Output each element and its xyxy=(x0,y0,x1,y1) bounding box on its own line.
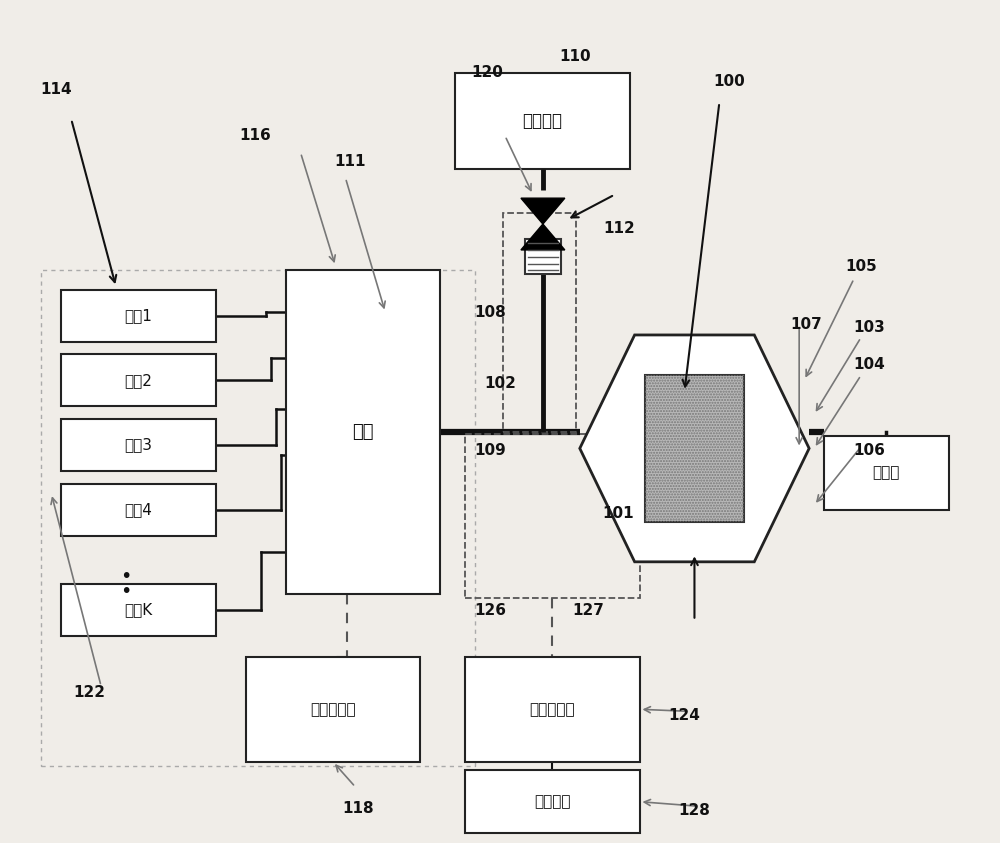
FancyBboxPatch shape xyxy=(645,375,744,522)
Text: 射流控制器: 射流控制器 xyxy=(310,701,356,717)
Text: 试剂4: 试剂4 xyxy=(125,502,152,518)
Text: 阀块: 阀块 xyxy=(352,423,374,441)
Text: 116: 116 xyxy=(240,128,272,143)
Text: 104: 104 xyxy=(853,357,885,372)
Text: 用户界面: 用户界面 xyxy=(534,794,571,809)
Text: 127: 127 xyxy=(572,603,604,618)
Text: 102: 102 xyxy=(484,376,516,391)
Text: •: • xyxy=(120,582,132,601)
Text: 118: 118 xyxy=(343,801,374,815)
Text: 108: 108 xyxy=(474,305,506,319)
Text: 124: 124 xyxy=(669,708,700,723)
Text: 105: 105 xyxy=(845,259,877,274)
Text: 阵列控制器: 阵列控制器 xyxy=(530,701,575,717)
Text: 106: 106 xyxy=(853,443,885,459)
FancyBboxPatch shape xyxy=(246,657,420,762)
Polygon shape xyxy=(580,335,809,561)
Text: 废弃物: 废弃物 xyxy=(873,465,900,481)
Text: 试剂2: 试剂2 xyxy=(125,373,152,388)
FancyBboxPatch shape xyxy=(61,354,216,406)
FancyBboxPatch shape xyxy=(465,771,640,833)
Text: 洗涤溶液: 洗涤溶液 xyxy=(522,112,562,130)
FancyBboxPatch shape xyxy=(61,290,216,341)
Text: 111: 111 xyxy=(335,153,366,169)
FancyBboxPatch shape xyxy=(824,436,949,510)
Polygon shape xyxy=(521,198,565,224)
FancyBboxPatch shape xyxy=(525,239,561,275)
FancyBboxPatch shape xyxy=(465,657,640,762)
Text: 122: 122 xyxy=(73,685,105,700)
Text: 107: 107 xyxy=(790,317,822,332)
Text: 112: 112 xyxy=(604,221,636,236)
Text: •: • xyxy=(120,567,132,587)
Text: 126: 126 xyxy=(474,603,506,618)
Text: 120: 120 xyxy=(471,65,503,80)
Text: 试剂K: 试剂K xyxy=(124,602,153,617)
Text: 110: 110 xyxy=(559,49,591,63)
Text: 109: 109 xyxy=(474,443,506,459)
Text: 100: 100 xyxy=(713,73,745,89)
FancyBboxPatch shape xyxy=(61,419,216,471)
Polygon shape xyxy=(521,224,565,250)
Text: 128: 128 xyxy=(679,803,710,818)
FancyBboxPatch shape xyxy=(61,583,216,636)
Text: 114: 114 xyxy=(40,82,72,97)
FancyBboxPatch shape xyxy=(286,271,440,593)
FancyBboxPatch shape xyxy=(455,72,630,169)
Text: 103: 103 xyxy=(853,319,885,335)
Text: 试剂3: 试剂3 xyxy=(125,438,153,453)
FancyBboxPatch shape xyxy=(61,484,216,536)
Text: 试剂1: 试剂1 xyxy=(125,309,152,323)
Text: 101: 101 xyxy=(602,507,633,522)
